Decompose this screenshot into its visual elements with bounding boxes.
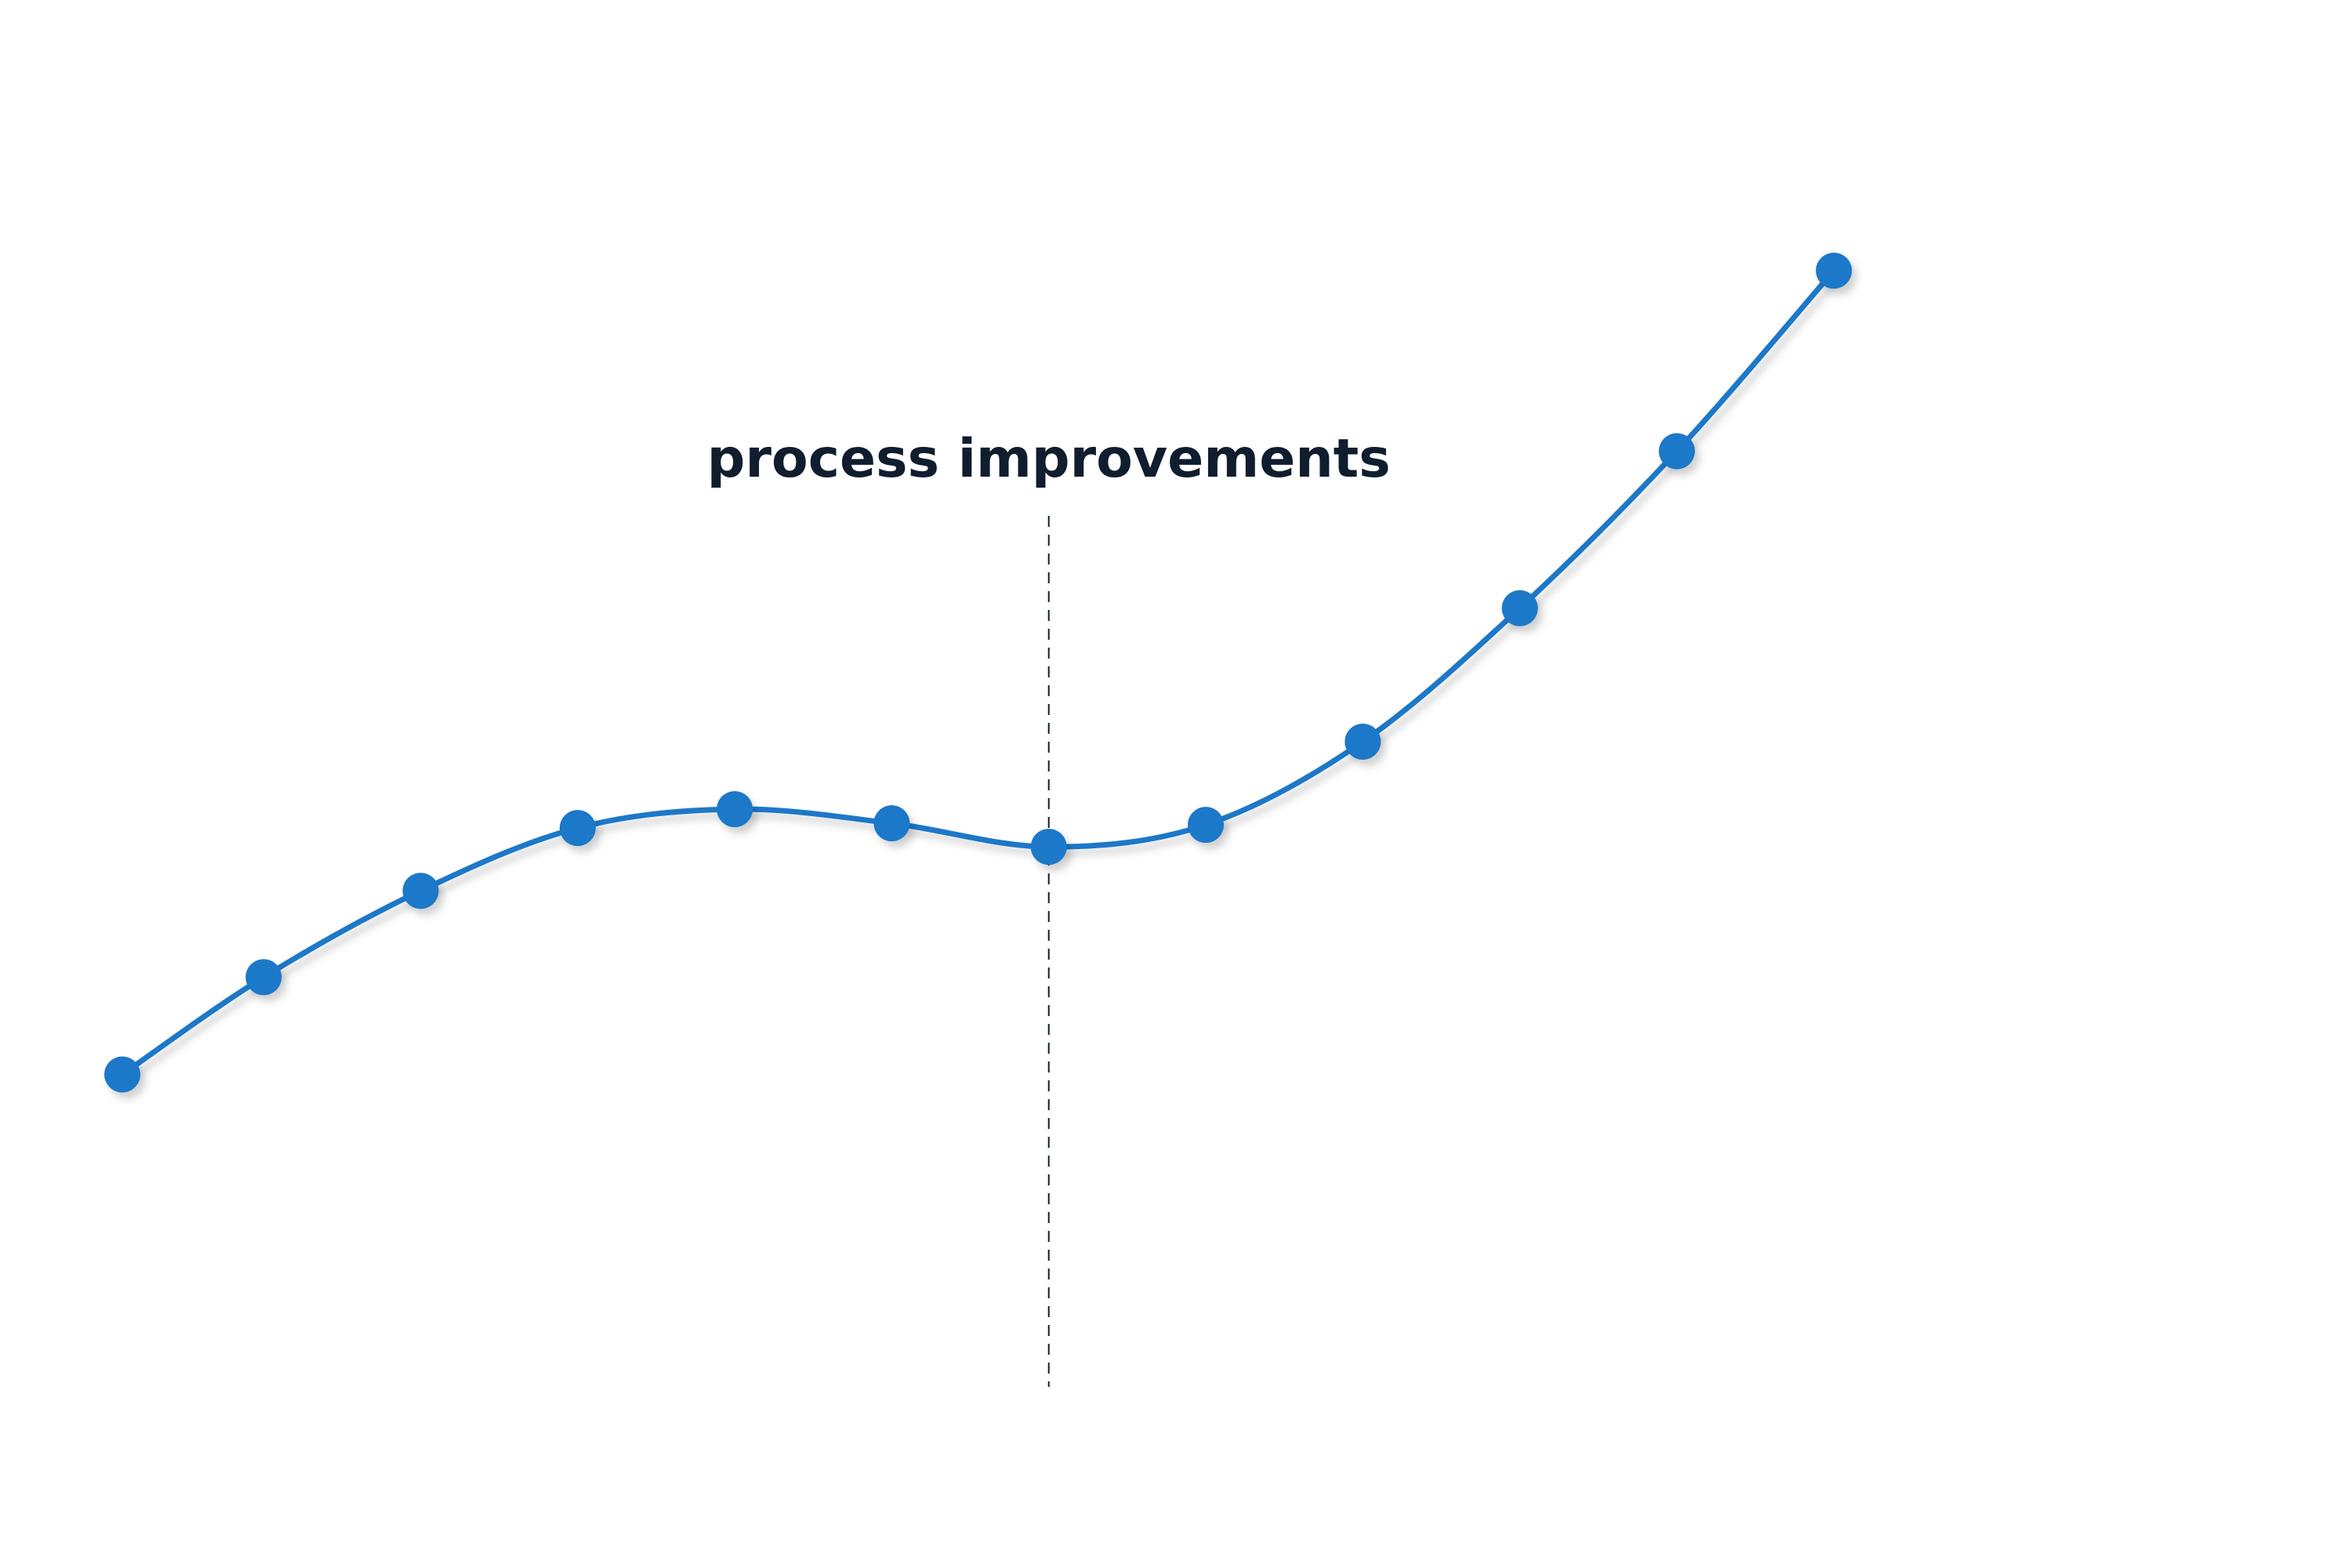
- data-point: [1658, 433, 1695, 470]
- annotation-group: process improvements: [707, 428, 1391, 1387]
- data-point: [873, 805, 910, 842]
- data-point: [104, 1056, 141, 1093]
- data-point: [245, 959, 282, 996]
- series-group: [104, 252, 1853, 1093]
- data-point: [402, 873, 439, 909]
- data-point: [1345, 723, 1381, 760]
- series-line: [119, 267, 1837, 1077]
- data-point: [559, 810, 596, 847]
- data-point: [1188, 807, 1224, 844]
- axes: [58, 135, 2307, 1442]
- data-point: [1816, 252, 1853, 289]
- annotation-label: process improvements: [707, 428, 1391, 490]
- data-point: [717, 791, 753, 828]
- data-point: [1501, 590, 1538, 626]
- data-point: [1030, 829, 1067, 866]
